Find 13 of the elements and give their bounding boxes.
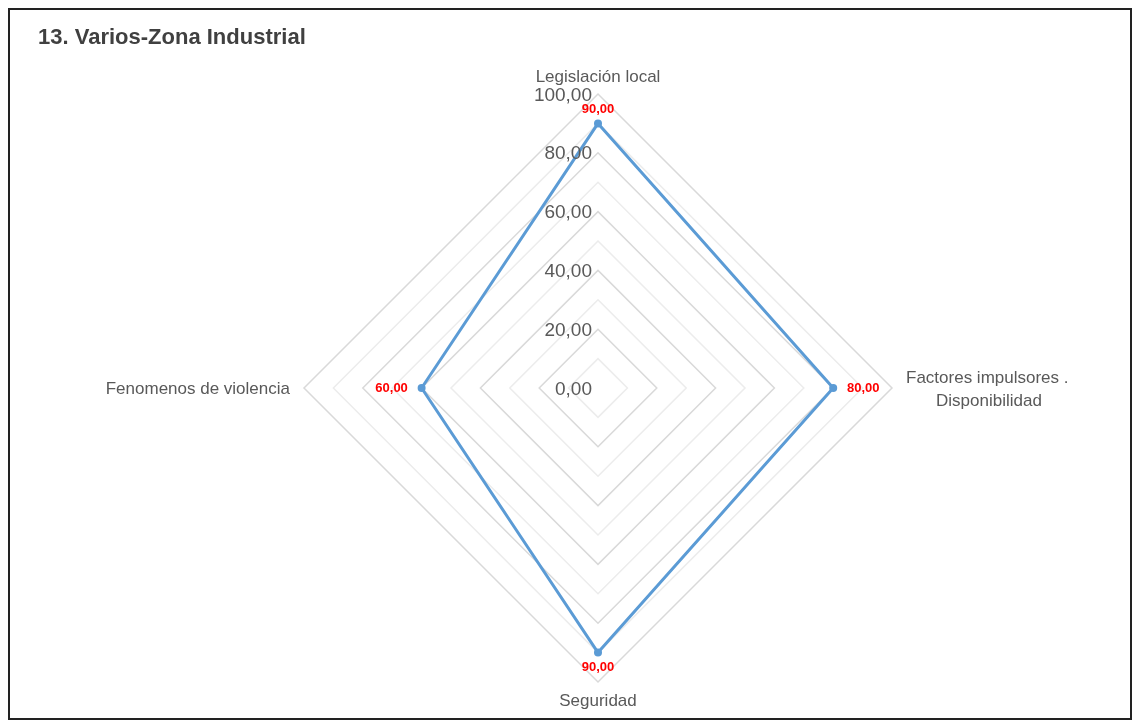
data-label: 60,00 [375,380,408,395]
data-label: 90,00 [581,658,615,674]
y-tick-label: 40,00 [544,259,592,281]
spoke-label: Fenomenos de violencia [105,379,291,398]
spoke-label: Legislación local [535,67,661,86]
y-tick-label: 0,00 [555,377,592,399]
spoke-label: Seguridad [559,691,637,710]
chart-title: 13. Varios-Zona Industrial [38,24,306,49]
data-label: 80,00 [846,380,880,395]
spoke-label: Factores impulsores . Disponibilidad [906,368,1069,410]
data-label: 90,00 [581,101,615,117]
y-tick-label: 20,00 [544,318,592,340]
y-tick-label: 60,00 [544,201,592,223]
